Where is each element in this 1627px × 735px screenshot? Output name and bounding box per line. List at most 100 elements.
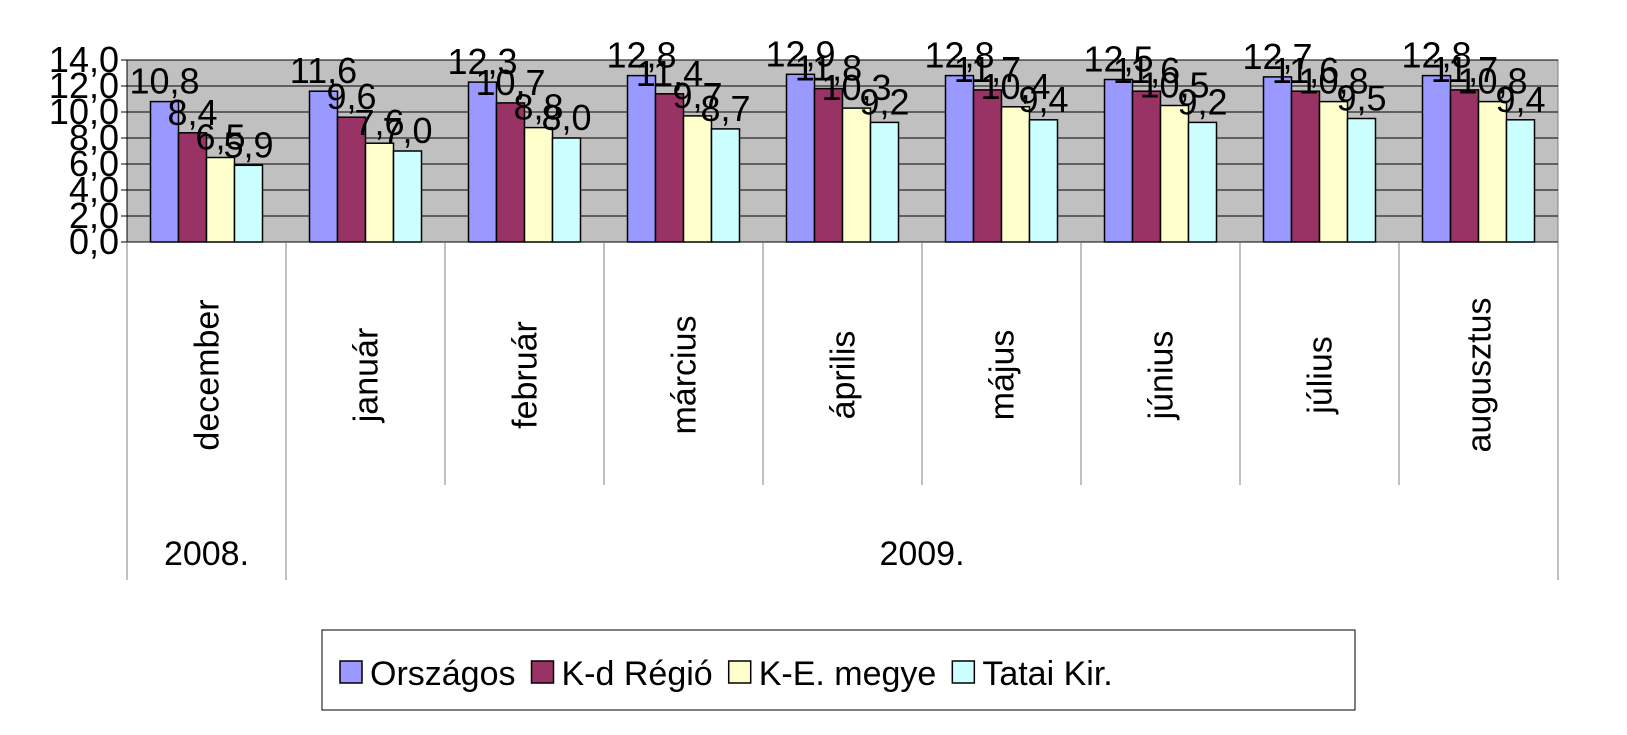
bar — [1346, 117, 1377, 243]
bar — [1131, 90, 1162, 243]
data-label: 12,8 — [1401, 35, 1471, 76]
data-label: 11,7 — [1431, 49, 1498, 90]
data-label: 10,8 — [1298, 61, 1368, 102]
data-label: 10,4 — [980, 66, 1050, 107]
x-tick-label: augusztus — [1461, 298, 1499, 453]
data-label: 11,7 — [954, 49, 1021, 90]
bar — [1159, 104, 1190, 243]
data-label: 8,0 — [541, 97, 591, 138]
bar — [336, 116, 367, 243]
y-tick-label: 2,0 — [69, 195, 119, 236]
data-label: 9,2 — [1177, 81, 1227, 122]
data-label: 9,4 — [1495, 79, 1545, 120]
y-tick-label: 12,0 — [49, 65, 119, 106]
bar — [944, 74, 975, 243]
bar — [205, 156, 236, 243]
bar — [1103, 78, 1134, 243]
bar — [1262, 76, 1293, 243]
bar — [785, 73, 816, 243]
bar — [467, 81, 498, 243]
data-label: 9,5 — [1336, 78, 1386, 119]
data-label: 8,4 — [167, 92, 217, 133]
bar — [233, 164, 264, 243]
data-label: 9,4 — [1018, 79, 1068, 120]
x-tick-label: december — [189, 299, 227, 450]
x-tick-label: június — [1143, 331, 1181, 421]
legend-label: Országos — [370, 655, 516, 693]
y-tick-label: 10,0 — [49, 91, 119, 132]
x-tick-label: április — [825, 331, 863, 420]
data-label: 12,8 — [606, 35, 676, 76]
data-label: 9,6 — [326, 76, 376, 117]
data-label: 7,6 — [354, 102, 404, 143]
legend-label: K-E. megye — [759, 655, 937, 693]
bar — [308, 90, 339, 243]
data-label: 10,8 — [1457, 61, 1527, 102]
data-label: 8,8 — [513, 87, 563, 128]
data-label: 11,4 — [636, 53, 703, 94]
legend: Országos K-d Régió K-E. megye Tatai Kir. — [321, 629, 1356, 711]
bar — [523, 126, 554, 243]
y-tick-label: 14,0 — [49, 39, 119, 80]
legend-label: Tatai Kir. — [982, 655, 1112, 693]
legend-swatch — [727, 660, 752, 684]
data-label: 10,5 — [1139, 65, 1209, 106]
bar — [495, 102, 526, 243]
data-label: 12,9 — [765, 33, 835, 74]
y-tick-label: 4,0 — [69, 169, 119, 210]
data-label: 11,6 — [1272, 50, 1339, 91]
data-label: 10,8 — [129, 61, 199, 102]
bar — [392, 150, 423, 243]
bar — [654, 93, 685, 243]
data-label: 12,3 — [447, 41, 517, 82]
bar — [551, 137, 582, 243]
x-tick-label: február — [507, 321, 545, 429]
bar — [869, 121, 900, 243]
bar — [626, 74, 657, 243]
group-label: 2008. — [164, 535, 249, 573]
bar — [1000, 106, 1031, 243]
legend-swatch — [530, 660, 555, 684]
bar — [1318, 100, 1349, 243]
bar — [1477, 100, 1508, 243]
group-label: 2009. — [879, 535, 964, 573]
bar — [682, 115, 713, 243]
data-label: 10,7 — [475, 62, 545, 103]
bar — [972, 89, 1003, 243]
bar — [1290, 90, 1321, 243]
data-label: 8,7 — [700, 88, 750, 129]
bar — [1028, 119, 1059, 243]
legend-label: K-d Régió — [562, 655, 713, 693]
y-tick-label: 0,0 — [69, 221, 119, 262]
bar — [1505, 119, 1536, 243]
legend-swatch — [339, 660, 363, 684]
legend-box — [321, 629, 1356, 711]
data-label: 10,3 — [821, 67, 891, 108]
y-tick-label: 8,0 — [69, 117, 119, 158]
x-tick-label: július — [1302, 336, 1340, 414]
bar — [841, 107, 872, 243]
data-label: 12,8 — [924, 35, 994, 76]
data-label: 12,5 — [1083, 39, 1153, 80]
legend-swatch — [951, 660, 976, 684]
bar — [1449, 89, 1480, 243]
data-label: 11,8 — [795, 48, 862, 89]
data-label: 11,6 — [1113, 50, 1180, 91]
data-label: 6,5 — [195, 117, 245, 158]
bar — [364, 142, 395, 243]
bar — [177, 132, 208, 243]
bar — [710, 128, 741, 243]
data-label: 12,7 — [1242, 36, 1312, 77]
data-label: 9,7 — [672, 75, 722, 116]
x-tick-label: május — [984, 330, 1022, 421]
x-tick-label: március — [666, 315, 704, 434]
bar — [1187, 121, 1218, 243]
data-label: 11,6 — [290, 50, 357, 91]
data-label: 9,2 — [859, 81, 909, 122]
bar — [813, 87, 844, 243]
data-label: 5,9 — [223, 124, 273, 165]
bar — [1421, 74, 1452, 243]
x-tick-label: január — [348, 328, 386, 424]
y-tick-label: 6,0 — [69, 143, 119, 184]
